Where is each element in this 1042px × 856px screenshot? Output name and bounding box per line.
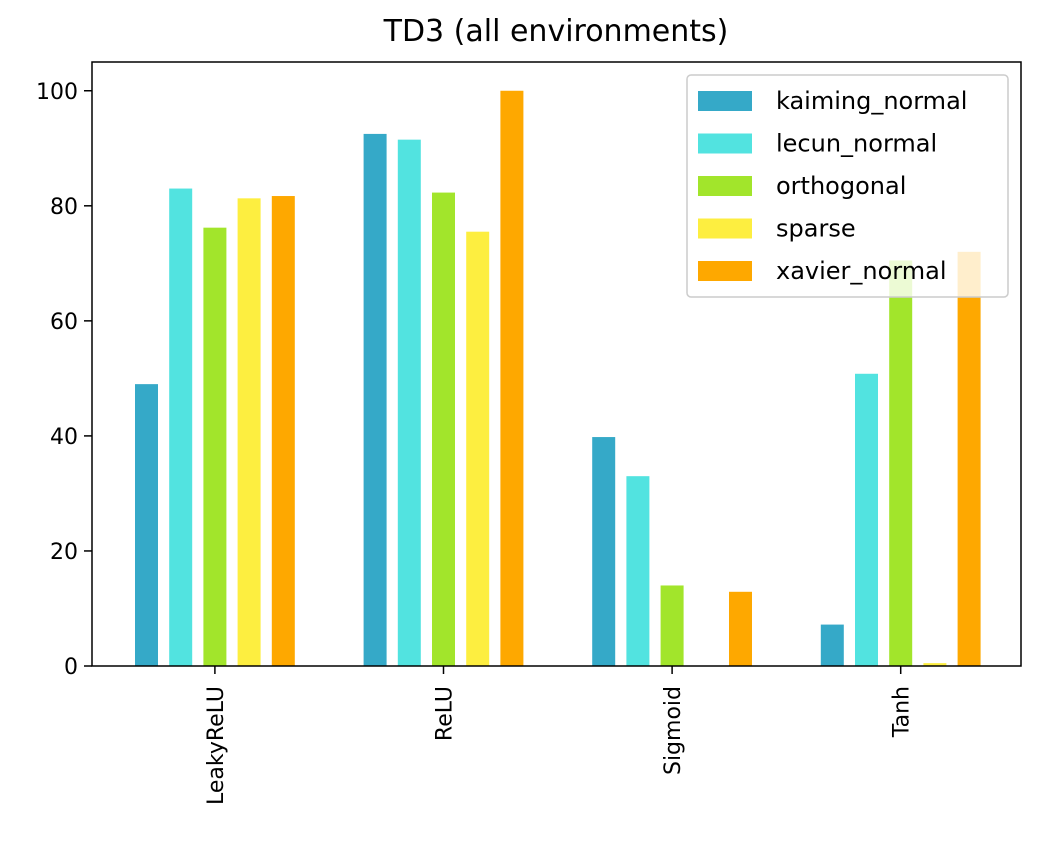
bar-sparse-LeakyReLU: [237, 198, 261, 666]
bar-xavier_normal-Tanh: [957, 251, 981, 667]
bar-kaiming_normal-Tanh: [820, 624, 844, 666]
y-tick-label: 100: [36, 80, 78, 105]
y-tick-label: 80: [50, 195, 78, 220]
y-tick-label: 0: [64, 655, 78, 680]
bar-lecun_normal-Sigmoid: [626, 476, 650, 666]
bar-sparse-Tanh: [923, 663, 947, 666]
bar-xavier_normal-Sigmoid: [729, 591, 752, 666]
y-tick-label: 60: [50, 310, 78, 335]
bar-orthogonal-ReLU: [432, 192, 455, 666]
bar-lecun_normal-LeakyReLU: [169, 188, 193, 667]
bar-sparse-ReLU: [466, 231, 490, 666]
legend-swatch-xavier_normal: [698, 261, 752, 281]
legend: kaiming_normal lecun_normal orthogonal spar…: [686, 74, 1009, 298]
y-axis: 0 20 40 60 80 100: [36, 80, 92, 680]
x-tick-label-LeakyReLU: LeakyReLU: [204, 686, 229, 805]
legend-label-lecun_normal: lecun_normal: [776, 130, 937, 158]
x-axis: LeakyReLU ReLU Sigmoid Tanh: [204, 666, 915, 805]
bar-orthogonal-Sigmoid: [660, 585, 684, 666]
legend-label-kaiming_normal: kaiming_normal: [776, 87, 967, 115]
legend-label-orthogonal: orthogonal: [776, 172, 906, 200]
x-tick-label-ReLU: ReLU: [433, 686, 458, 741]
bar-kaiming_normal-ReLU: [363, 133, 387, 666]
bar-orthogonal-LeakyReLU: [203, 227, 227, 666]
bar-kaiming_normal-LeakyReLU: [135, 384, 158, 666]
legend-swatch-orthogonal: [698, 176, 752, 196]
bars-layer: [135, 90, 981, 667]
plot-frame: [91, 61, 1022, 667]
legend-label-xavier_normal: xavier_normal: [776, 257, 947, 285]
bar-xavier_normal-LeakyReLU: [271, 196, 295, 667]
legend-box: [686, 74, 1009, 298]
y-tick-label: 40: [50, 425, 78, 450]
bar-kaiming_normal-Sigmoid: [592, 437, 616, 666]
legend-swatch-kaiming_normal: [698, 91, 752, 111]
legend-swatch-lecun_normal: [698, 133, 752, 154]
bar-orthogonal-Tanh: [889, 260, 913, 666]
chart-title: TD3 (all environments): [383, 14, 729, 49]
legend-label-sparse: sparse: [776, 215, 856, 243]
bar-xavier_normal-ReLU: [500, 90, 524, 666]
y-tick-label: 20: [50, 540, 78, 565]
bar-lecun_normal-ReLU: [397, 139, 421, 666]
x-tick-label-Sigmoid: Sigmoid: [661, 686, 686, 775]
x-tick-label-Tanh: Tanh: [890, 686, 915, 738]
legend-swatch-sparse: [698, 218, 752, 239]
bar-lecun_normal-Tanh: [855, 373, 878, 666]
